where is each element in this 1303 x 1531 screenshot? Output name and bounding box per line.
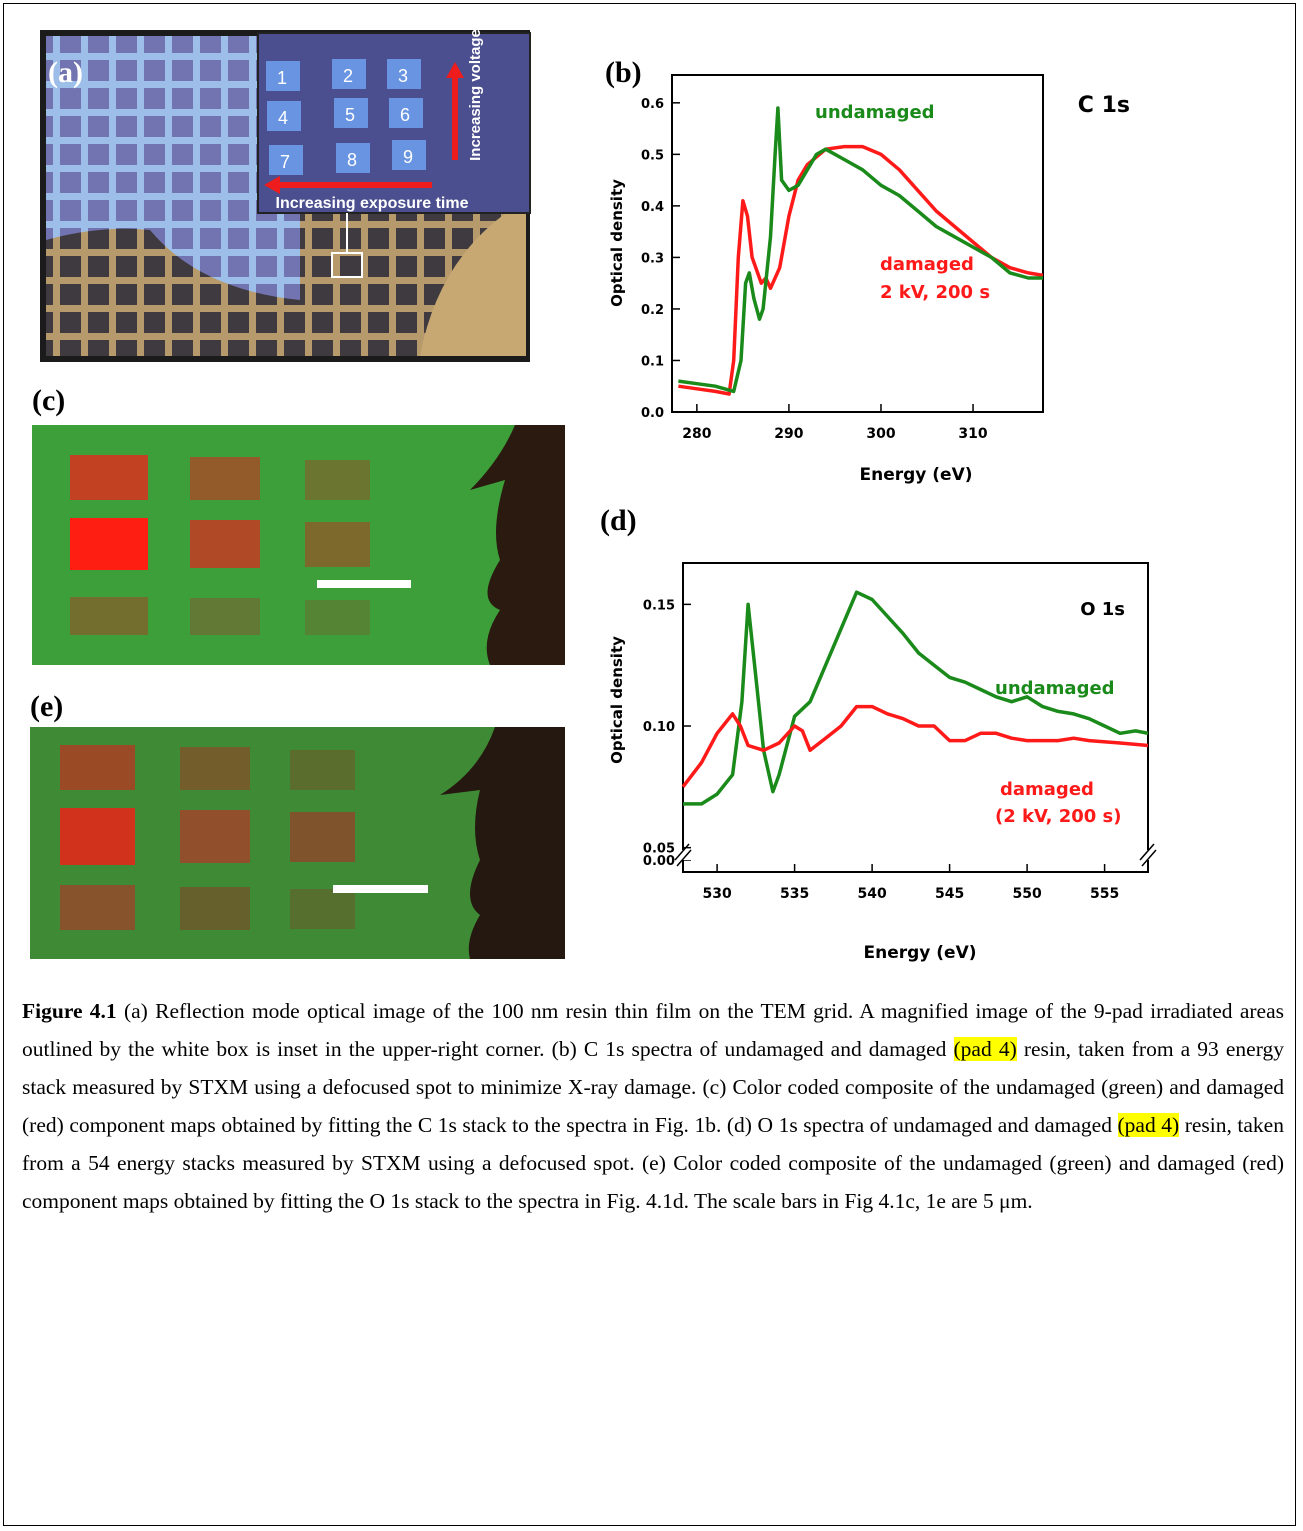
axis-break-gap bbox=[1140, 850, 1156, 860]
caption-text: resin, taken from a 93 energy stack meas… bbox=[22, 1037, 1284, 1137]
x-tick-label: 280 bbox=[682, 426, 711, 442]
pad bbox=[392, 140, 426, 170]
pad bbox=[334, 98, 368, 128]
y-tick-label: 0.00 bbox=[643, 854, 675, 869]
inset-label: Increasing voltage bbox=[467, 29, 484, 161]
plot-frame bbox=[671, 74, 1044, 413]
figure: (a) 1 2 3 4 5 6 7 8 9 Increasing voltage Increas… bbox=[30, 29, 1157, 963]
axis-break bbox=[1139, 843, 1155, 861]
pad-label: 8 bbox=[347, 150, 357, 170]
axis-break bbox=[676, 849, 692, 867]
series-label: damaged bbox=[1000, 779, 1094, 800]
pad-label: 4 bbox=[278, 108, 288, 128]
caption-text: resin, taken from a 54 energy stacks mea… bbox=[22, 1113, 1284, 1213]
panel-label: (c) bbox=[32, 384, 65, 417]
y-tick-label: 0.1 bbox=[641, 354, 664, 369]
x-tick-label: 310 bbox=[958, 426, 987, 442]
series-line bbox=[683, 590, 1149, 806]
pad-label: 2 bbox=[343, 66, 353, 86]
series-label: undamaged bbox=[815, 102, 935, 123]
y-tick-label: 0.05 bbox=[643, 842, 675, 857]
y-axis-label: Optical density bbox=[608, 179, 626, 307]
y-tick-label: 0.10 bbox=[643, 720, 675, 735]
panel-label: (e) bbox=[30, 690, 63, 723]
annotation: O 1s bbox=[1080, 599, 1125, 620]
caption-highlight: (pad 4) bbox=[1117, 1113, 1180, 1137]
plot-frame bbox=[682, 562, 1149, 873]
figure-frame bbox=[3, 3, 1296, 1526]
axis-break bbox=[674, 843, 690, 861]
panel-label: (d) bbox=[600, 504, 637, 537]
y-axis-label: Optical density bbox=[608, 636, 626, 764]
pad bbox=[389, 98, 423, 128]
x-tick-label: 555 bbox=[1090, 886, 1119, 902]
panel-label: (b) bbox=[605, 56, 642, 89]
pad-label: 9 bbox=[403, 147, 413, 167]
pad bbox=[387, 59, 421, 89]
pad-label: 1 bbox=[277, 68, 287, 88]
x-tick-label: 290 bbox=[774, 426, 803, 442]
series-label: damaged bbox=[880, 254, 974, 275]
pad bbox=[269, 145, 303, 175]
x-tick-label: 540 bbox=[857, 886, 886, 902]
series-label: undamaged bbox=[995, 678, 1115, 699]
panel-label: (a) bbox=[48, 56, 83, 89]
y-tick-label: 0.4 bbox=[641, 200, 664, 215]
caption-label: Figure 4.1 bbox=[22, 999, 117, 1023]
caption-text: (a) Reflection mode optical image of the… bbox=[22, 999, 1284, 1061]
axis-break bbox=[1141, 849, 1157, 867]
y-tick-label: 0.2 bbox=[641, 303, 664, 318]
y-tick-label: 0.15 bbox=[643, 598, 675, 613]
x-tick-label: 535 bbox=[780, 886, 809, 902]
pad bbox=[336, 143, 370, 173]
pad-label: 7 bbox=[280, 152, 290, 172]
series-line bbox=[678, 106, 1043, 394]
annotation: 2 kV, 200 s bbox=[880, 282, 990, 303]
caption: Figure 4.1 (a) Reflection mode optical i… bbox=[22, 992, 1284, 1220]
x-tick-label: 300 bbox=[866, 426, 895, 442]
y-tick-label: 0.0 bbox=[641, 406, 664, 421]
x-axis-label: Energy (eV) bbox=[859, 465, 972, 485]
series-line bbox=[678, 144, 1044, 396]
y-tick-label: 0.3 bbox=[641, 251, 664, 266]
pad-label: 6 bbox=[400, 105, 410, 125]
caption-highlight: (pad 4) bbox=[953, 1037, 1017, 1061]
axis-break-gap bbox=[675, 850, 691, 860]
x-axis-label: Energy (eV) bbox=[863, 943, 976, 963]
annotation: (2 kV, 200 s) bbox=[995, 806, 1121, 827]
inset-label: Increasing exposure time bbox=[276, 195, 469, 212]
series-line bbox=[681, 704, 1149, 788]
pad bbox=[267, 101, 301, 131]
pad-label: 3 bbox=[398, 66, 408, 86]
annotation: C 1s bbox=[1078, 93, 1130, 118]
y-tick-label: 0.5 bbox=[641, 148, 664, 163]
pad-label: 5 bbox=[345, 105, 355, 125]
pad bbox=[332, 59, 366, 89]
pad bbox=[266, 61, 300, 91]
panel-e-image bbox=[30, 727, 565, 959]
x-tick-label: 530 bbox=[702, 886, 731, 902]
x-tick-label: 550 bbox=[1012, 886, 1041, 902]
y-tick-label: 0.6 bbox=[641, 97, 664, 112]
x-tick-label: 545 bbox=[935, 886, 964, 902]
panel-c-image bbox=[32, 425, 565, 665]
